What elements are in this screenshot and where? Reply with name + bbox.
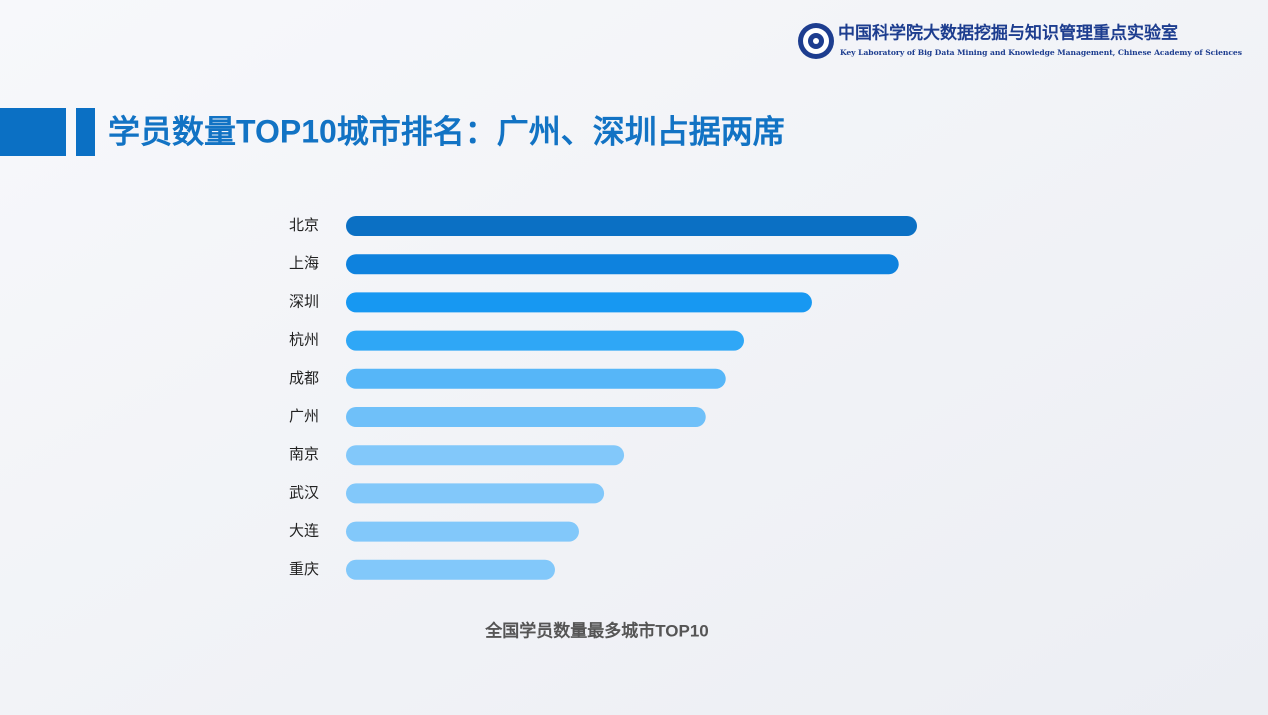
y-tick-label: 武汉 [289, 484, 319, 501]
title-accent [0, 108, 66, 156]
bar [346, 521, 579, 542]
org-name-en: Key Laboratory of Big Data Mining and Kn… [840, 48, 1242, 57]
y-tick-label: 重庆 [289, 561, 319, 578]
bar [346, 292, 812, 313]
y-tick-label: 深圳 [289, 293, 319, 310]
slide-title: 学员数量TOP10城市排名：广州、深圳占据两席 [108, 113, 785, 149]
y-tick-label: 杭州 [289, 332, 319, 349]
y-tick-label: 上海 [289, 255, 319, 272]
bar [346, 407, 706, 427]
bar [346, 483, 605, 504]
bar [346, 368, 726, 389]
bar [346, 330, 744, 351]
y-tick-label: 成都 [289, 370, 319, 387]
logo [798, 23, 834, 59]
y-tick-label: 北京 [289, 217, 319, 234]
org-name-cn: 中国科学院大数据挖掘与知识管理重点实验室 [838, 23, 1178, 44]
bar [346, 216, 917, 236]
bar [346, 254, 899, 275]
y-tick-label: 南京 [289, 446, 319, 463]
y-tick-label: 大连 [289, 523, 319, 540]
title-accent [76, 108, 95, 156]
y-tick-label: 广州 [289, 408, 319, 425]
bar [346, 559, 555, 580]
chart-title: 全国学员数量最多城市TOP10 [484, 620, 709, 640]
bar [346, 445, 625, 466]
